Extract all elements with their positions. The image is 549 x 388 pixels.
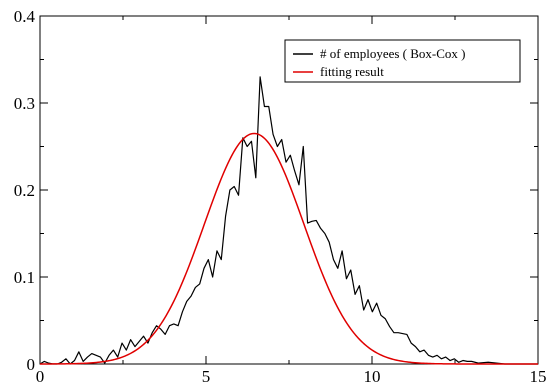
- series-line-fit: [39, 132, 538, 365]
- x-tick-label: 0: [36, 367, 45, 386]
- x-tick-label: 5: [202, 367, 211, 386]
- y-tick-label: 0.2: [14, 181, 35, 200]
- y-tick-label: 0.4: [14, 7, 36, 26]
- ticks: 0 5 10 15 0 0.1 0.2 0.3 0.4: [14, 7, 547, 386]
- legend-label: fitting result: [320, 64, 384, 79]
- legend-box: [284, 39, 521, 83]
- legend: # of employees ( Box-Cox ) fitting result: [284, 39, 521, 83]
- x-tick-label: 15: [530, 367, 547, 386]
- series-line-employees: [39, 76, 538, 365]
- legend-label: # of employees ( Box-Cox ): [320, 46, 466, 61]
- x-tick-label: 10: [364, 367, 381, 386]
- y-tick-label: 0.1: [14, 268, 35, 287]
- y-tick-label: 0: [27, 355, 36, 374]
- y-tick-label: 0.3: [14, 94, 35, 113]
- series-group: [39, 76, 538, 365]
